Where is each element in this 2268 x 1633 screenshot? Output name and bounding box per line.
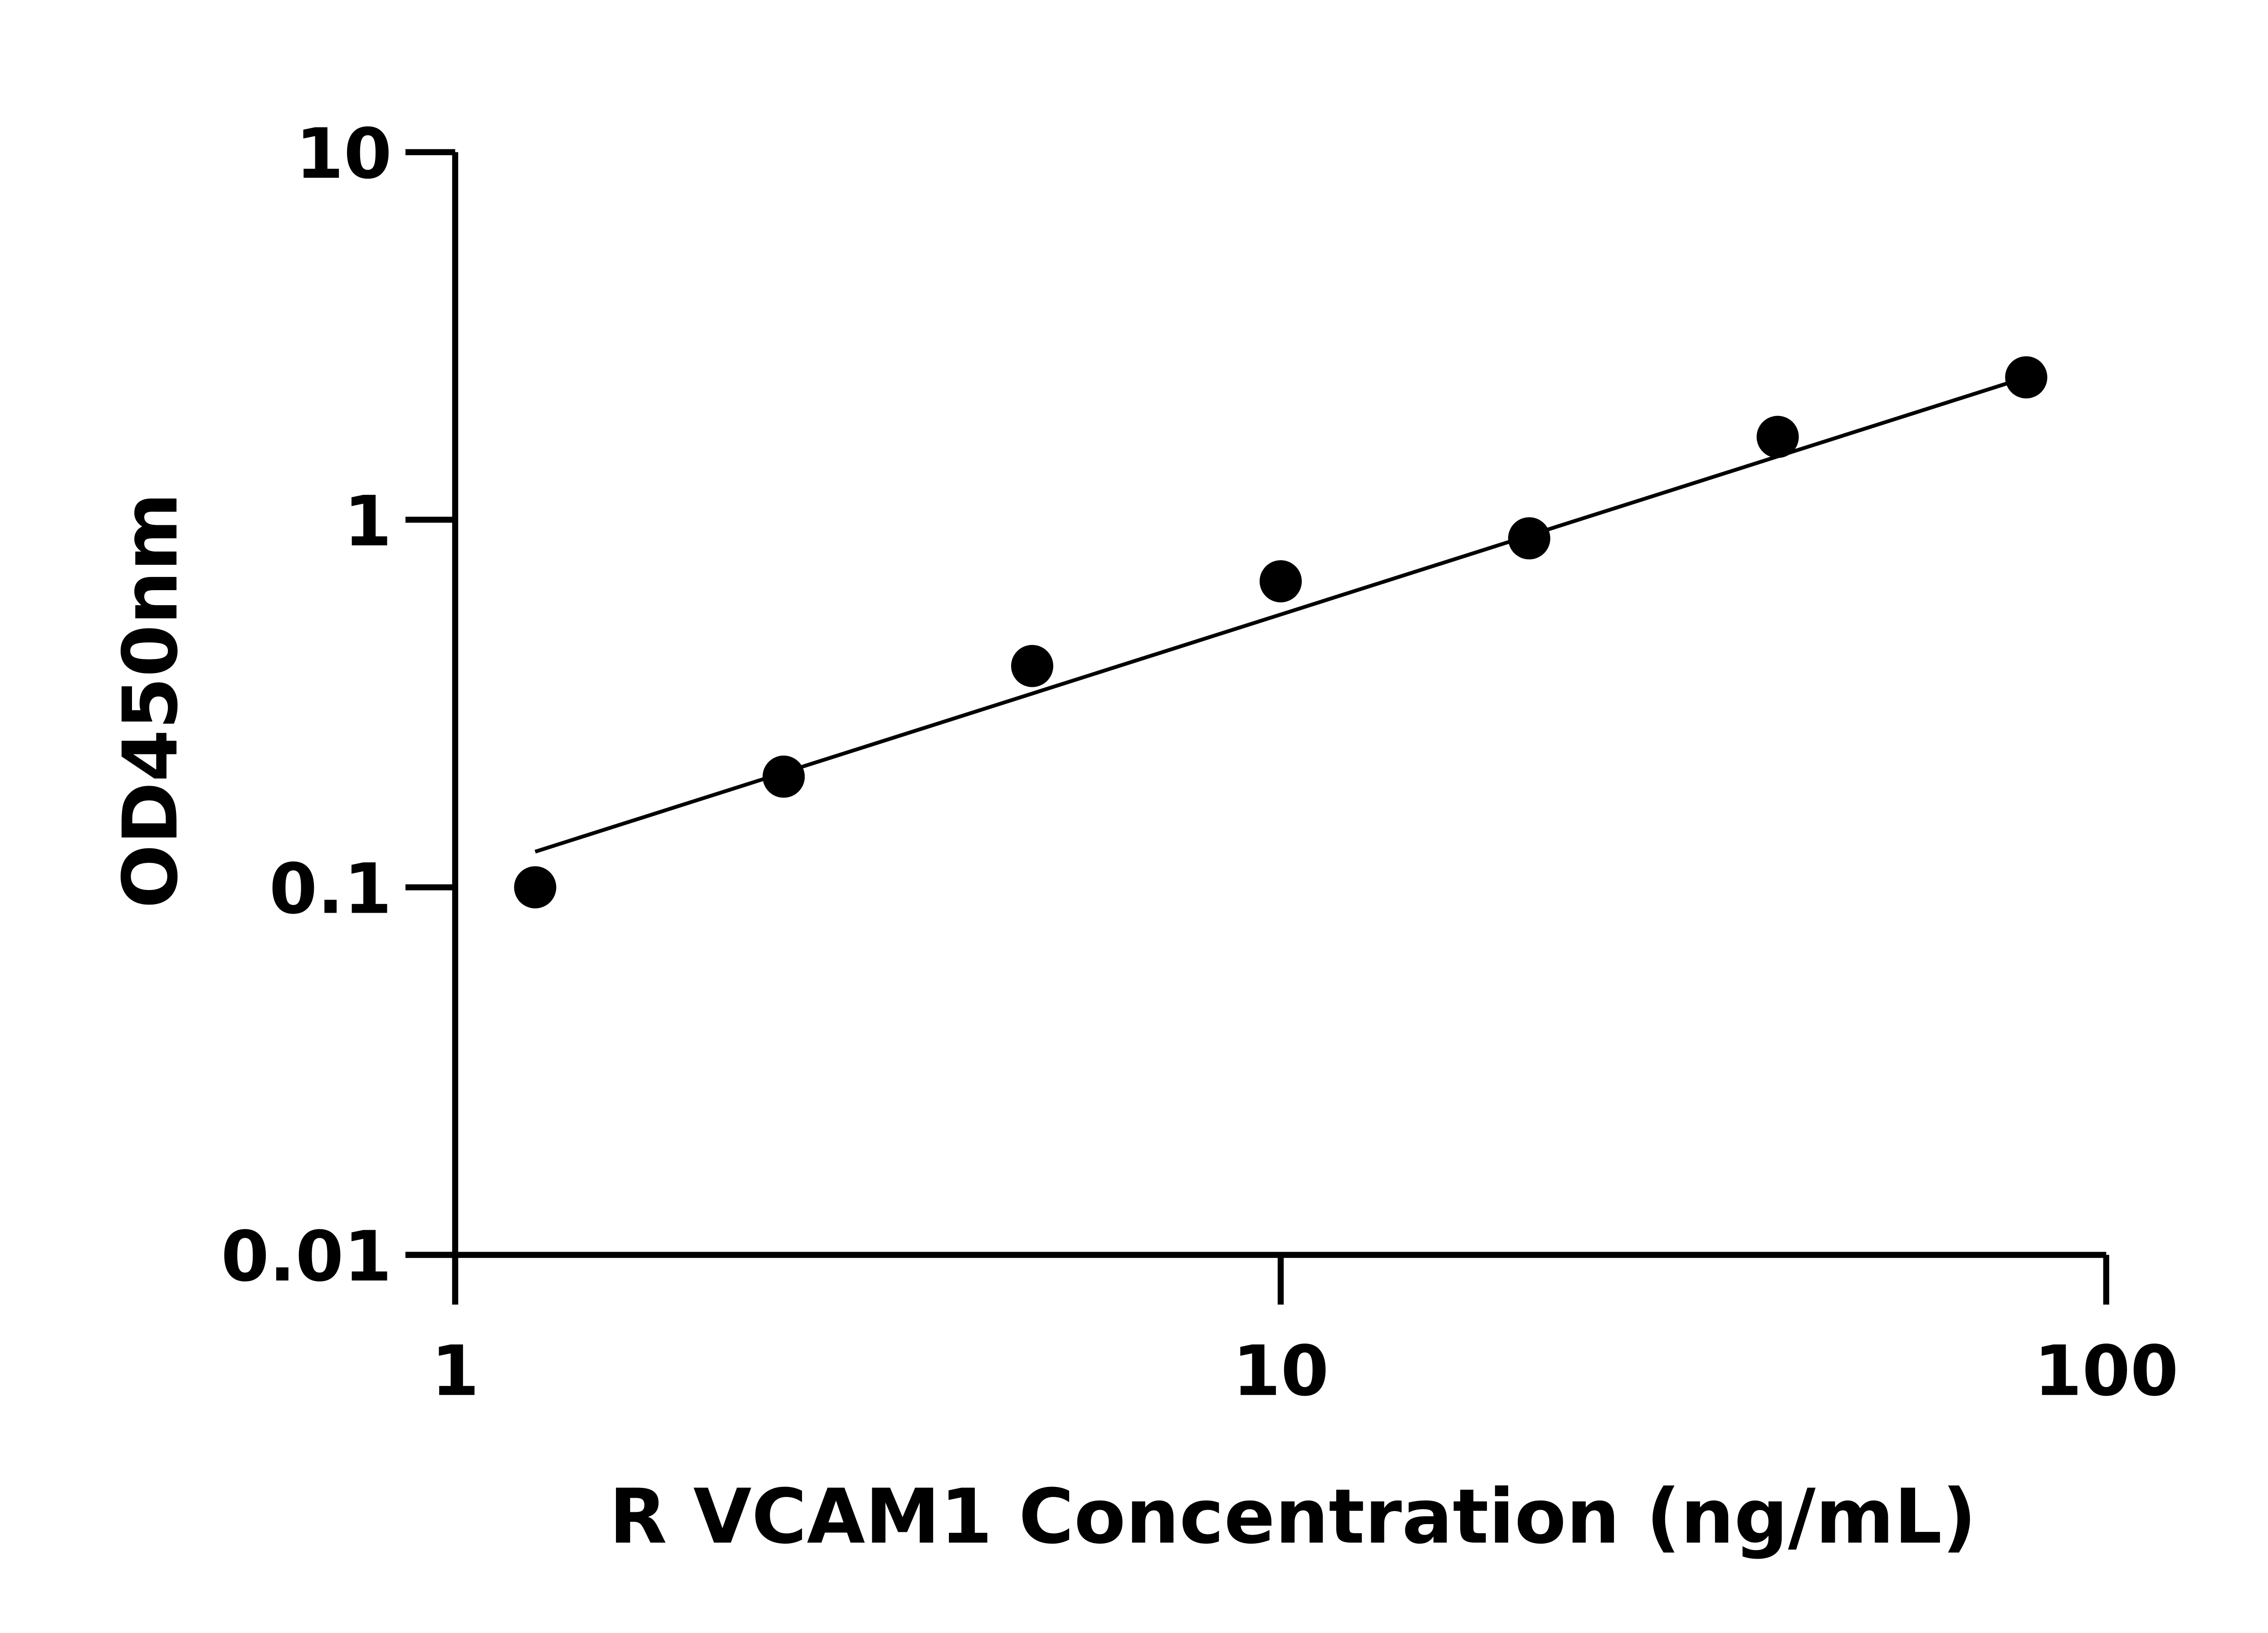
data-point (2005, 356, 2048, 399)
data-point (1259, 560, 1302, 602)
y-tick-label: 10 (295, 114, 392, 195)
y-tick-label: 0.01 (221, 1217, 392, 1297)
fit-line (534, 375, 2027, 854)
ticks: 0.01 0.1 1 10 1 10 100 (221, 114, 2179, 1412)
x-tick-label: 1 (431, 1331, 479, 1412)
y-tick-label: 0.1 (269, 849, 392, 930)
x-tick-label: 100 (2034, 1331, 2179, 1412)
data-point (514, 866, 557, 909)
y-tick-label: 1 (344, 481, 392, 562)
x-axis-label: R VCAM1 Concentration (ng/mL) (609, 1473, 1977, 1561)
axes (405, 152, 2107, 1305)
data-point (1756, 416, 1799, 458)
data-points (514, 356, 2048, 909)
y-axis-label: OD450nm (107, 493, 195, 909)
x-tick-label: 10 (1232, 1331, 1329, 1412)
data-point (763, 755, 805, 798)
data-point (1011, 645, 1054, 687)
data-point (1508, 517, 1550, 560)
fit-line-group (534, 375, 2027, 854)
